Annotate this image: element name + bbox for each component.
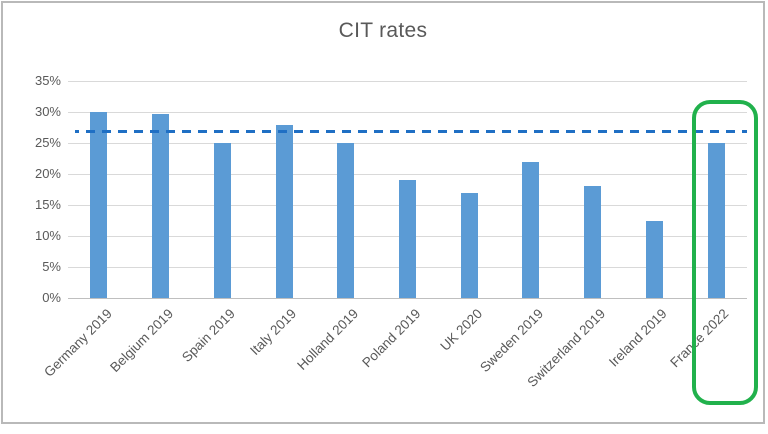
x-axis-label-sweden-2019: Sweden 2019 <box>477 306 547 375</box>
reference-dashed-line <box>75 130 747 133</box>
x-axis-label-belgium-2019: Belgium 2019 <box>107 306 177 375</box>
gridline-25pct <box>68 143 747 144</box>
gridline-35pct <box>68 81 747 82</box>
bar-switzerland-2019 <box>584 186 602 298</box>
bar-poland-2019 <box>399 180 416 298</box>
x-axis-label-italy-2019: Italy 2019 <box>247 306 300 359</box>
x-axis-label-germany-2019: Germany 2019 <box>40 306 115 380</box>
y-axis-tick-label-35: 35% <box>34 73 61 88</box>
y-axis-tick-label-5: 5% <box>42 259 61 274</box>
bar-france-2022 <box>707 143 725 298</box>
bar-uk-2020 <box>460 192 478 298</box>
plot-area: 0% 5% 10% 15% 20% 25% 30% 35% Germany 2019 Belgiu… <box>3 3 768 434</box>
bar-sweden-2019 <box>522 162 540 298</box>
x-axis-label-holland-2019: Holland 2019 <box>294 306 362 373</box>
x-axis-label-ireland-2019: Ireland 2019 <box>606 306 671 370</box>
y-axis-tick-label-30: 30% <box>34 104 61 119</box>
bar-ireland-2019 <box>645 220 663 298</box>
y-axis-tick-label-10: 10% <box>34 228 61 243</box>
y-axis-tick-label-15: 15% <box>34 197 61 212</box>
x-axis-label-spain-2019: Spain 2019 <box>179 306 238 365</box>
gridline-30pct <box>68 112 747 113</box>
y-axis-tick-label-25: 25% <box>34 135 61 150</box>
bar-italy-2019 <box>275 125 293 298</box>
bar-spain-2019 <box>213 143 231 298</box>
highlight-box-france-2022 <box>692 100 759 405</box>
gridline-20pct <box>68 174 747 175</box>
gridline-0pct <box>68 298 747 299</box>
y-axis-tick-label-20: 20% <box>34 166 61 181</box>
x-axis-label-uk-2020: UK 2020 <box>437 306 485 354</box>
bar-belgium-2019 <box>152 114 170 298</box>
chart-title: CIT rates <box>338 19 428 42</box>
x-axis-label-poland-2019: Poland 2019 <box>358 306 424 371</box>
bar-holland-2019 <box>337 143 355 298</box>
chart-frame: CIT rates 0% 5% 10% 15% 20% 25% 30% 35% Germany … <box>1 1 765 424</box>
y-axis-tick-label-0: 0% <box>42 290 61 305</box>
bar-germany-2019 <box>90 112 108 298</box>
